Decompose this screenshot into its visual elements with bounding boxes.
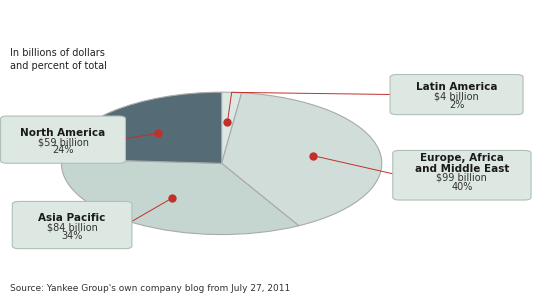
Wedge shape <box>222 92 242 163</box>
Text: 2%: 2% <box>449 100 464 110</box>
Text: In billions of dollars
and percent of total: In billions of dollars and percent of to… <box>10 48 106 71</box>
Text: Mobile Payment Transaction Value Worldwide by Region, 2011: Mobile Payment Transaction Value Worldwi… <box>10 12 526 28</box>
Text: Latin America: Latin America <box>416 82 497 92</box>
Text: North America: North America <box>20 128 106 138</box>
Text: $99 billion: $99 billion <box>436 173 488 183</box>
Text: Asia Pacific: Asia Pacific <box>38 213 106 223</box>
Text: 34%: 34% <box>61 231 83 241</box>
Text: Source: Yankee Group's own company blog from July 27, 2011: Source: Yankee Group's own company blog … <box>10 284 290 293</box>
FancyBboxPatch shape <box>1 116 125 163</box>
Wedge shape <box>222 93 382 226</box>
Text: 40%: 40% <box>451 182 473 192</box>
FancyBboxPatch shape <box>393 150 531 200</box>
Wedge shape <box>62 92 222 163</box>
Text: Europe, Africa
and Middle East: Europe, Africa and Middle East <box>415 153 509 174</box>
Text: 24%: 24% <box>52 145 74 155</box>
Wedge shape <box>61 159 299 235</box>
Text: $84 billion: $84 billion <box>46 222 98 232</box>
Text: $4 billion: $4 billion <box>434 92 479 102</box>
FancyBboxPatch shape <box>390 75 523 115</box>
FancyBboxPatch shape <box>12 201 132 249</box>
Text: $59 billion: $59 billion <box>37 137 89 147</box>
